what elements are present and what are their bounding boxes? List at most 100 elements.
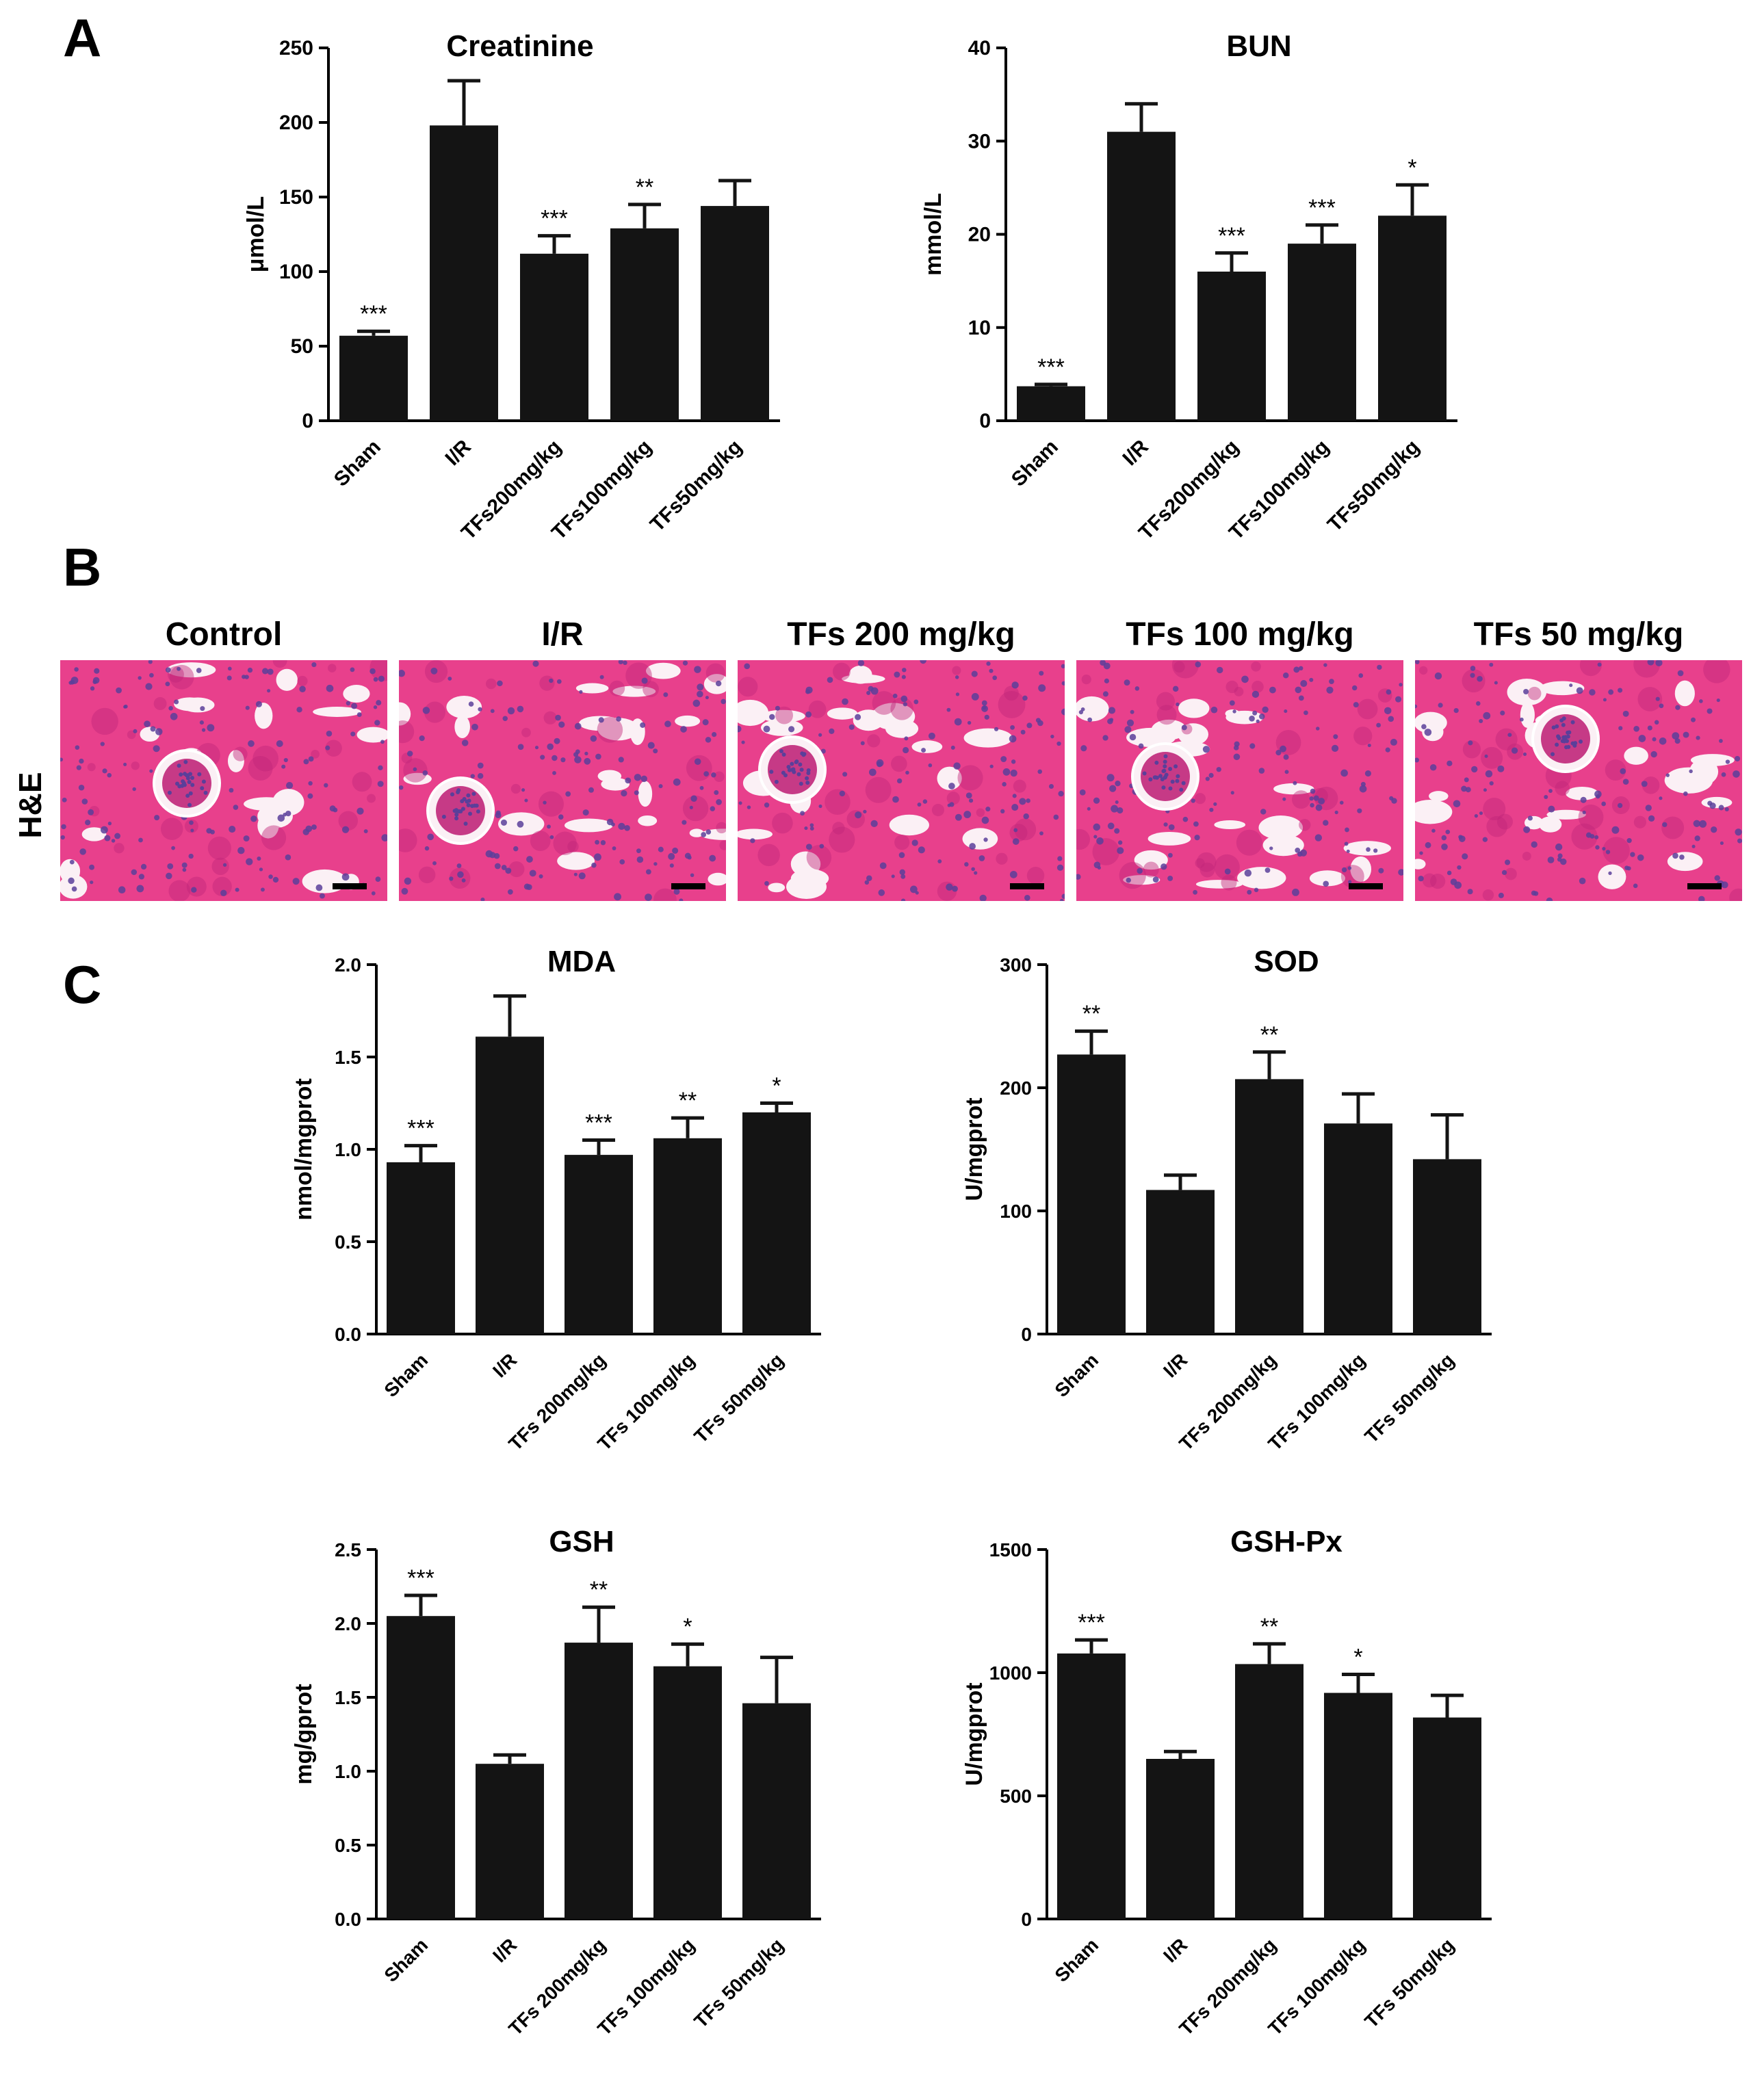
cell-nucleus — [136, 885, 144, 893]
significance-label: ** — [636, 174, 653, 200]
cell-nucleus — [260, 887, 265, 892]
tubule-lumen — [1076, 696, 1109, 722]
histology-image — [738, 660, 1065, 901]
cell-nucleus — [554, 737, 560, 744]
tubule-lumen — [255, 703, 273, 729]
glomerulus-nucleus — [185, 776, 190, 781]
glomerulus-nucleus — [786, 765, 791, 770]
cell-nucleus — [981, 700, 987, 706]
bar — [1324, 1693, 1392, 1919]
cell-nucleus — [1608, 689, 1614, 695]
glomerulus-nucleus — [200, 786, 205, 791]
cell-nucleus — [1315, 804, 1323, 811]
cell-nucleus — [200, 706, 205, 711]
cell-nucleus — [478, 707, 482, 711]
cell-nucleus — [721, 698, 726, 705]
cytoplasm-patch — [131, 761, 140, 770]
glomerulus-nucleus — [463, 822, 468, 826]
cell-nucleus — [356, 712, 362, 718]
cytoplasm-patch — [1495, 728, 1518, 750]
cell-nucleus — [150, 726, 156, 732]
cell-nucleus — [1163, 822, 1168, 827]
cell-nucleus — [1470, 672, 1475, 678]
cell-nucleus — [1464, 777, 1469, 783]
cell-nucleus — [70, 677, 79, 684]
glomerulus-nucleus — [1154, 760, 1159, 765]
cell-nucleus — [1531, 841, 1538, 848]
cell-nucleus — [138, 837, 143, 843]
cytoplasm-patch — [1571, 823, 1598, 850]
cell-nucleus — [1080, 745, 1087, 752]
glomerulus-nucleus — [468, 811, 473, 816]
tubule-lumen — [963, 728, 1013, 748]
cell-nucleus — [1002, 768, 1011, 776]
cell-nucleus — [68, 877, 75, 885]
cell-nucleus — [229, 787, 234, 793]
cell-nucleus — [1617, 688, 1623, 693]
cytoplasm-patch — [211, 857, 229, 876]
cell-nucleus — [229, 825, 236, 833]
glomerulus-nucleus — [454, 808, 458, 813]
cell-nucleus — [898, 852, 905, 859]
x-tick-label: TFs 100mg/kg — [1264, 1934, 1369, 2039]
y-tick-label: 200 — [279, 112, 313, 134]
bar — [1057, 1054, 1126, 1334]
cytoplasm-patch — [1482, 889, 1494, 901]
cell-nucleus — [584, 757, 591, 765]
cytoplasm-patch — [894, 835, 910, 850]
cell-nucleus — [1060, 898, 1064, 901]
cell-nucleus — [149, 769, 153, 773]
glomerulus-nucleus — [185, 794, 190, 798]
cell-nucleus — [891, 874, 895, 878]
cell-nucleus — [1303, 710, 1308, 716]
cytoplasm-patch — [184, 819, 198, 833]
cell-nucleus — [547, 743, 554, 750]
cell-nucleus — [311, 824, 317, 830]
bar — [1146, 1759, 1215, 1919]
cell-nucleus — [1000, 756, 1007, 762]
x-tick-label: TFs 50mg/kg — [1360, 1934, 1458, 2032]
cell-nucleus — [1698, 896, 1705, 901]
bar — [1378, 215, 1447, 421]
cytoplasm-patch — [233, 746, 248, 761]
cell-nucleus — [1735, 755, 1741, 761]
significance-label: ** — [590, 1577, 608, 1603]
cell-nucleus — [1023, 813, 1029, 820]
cell-nucleus — [1569, 683, 1573, 688]
glomerulus-nucleus — [456, 789, 461, 794]
bar — [610, 228, 679, 421]
cell-nucleus — [149, 672, 154, 678]
tissue-background — [1076, 660, 1403, 901]
glomerulus-nucleus — [1173, 764, 1178, 769]
cell-nucleus — [878, 889, 885, 896]
cell-nucleus — [1696, 735, 1700, 740]
cell-nucleus — [636, 848, 641, 854]
x-tick-label: I/R — [489, 1349, 521, 1381]
tubule-lumen — [1415, 859, 1426, 870]
cell-nucleus — [283, 757, 288, 763]
cell-nucleus — [1385, 747, 1390, 753]
cell-nucleus — [351, 703, 358, 709]
cell-nucleus — [1364, 770, 1371, 777]
histology-title: TFs 100 mg/kg — [1126, 616, 1354, 653]
x-tick-label: TFs 100mg/kg — [593, 1934, 699, 2039]
cell-nucleus — [573, 872, 578, 876]
cell-nucleus — [222, 863, 227, 867]
glomerulus-nucleus — [454, 812, 459, 817]
cytoplasm-patch — [775, 706, 794, 724]
y-axis-label: μmol/L — [243, 196, 269, 272]
glomerulus-nucleus — [1148, 777, 1153, 782]
cell-nucleus — [346, 701, 351, 706]
y-tick-label: 0.5 — [335, 1835, 361, 1856]
tubule-lumen — [81, 827, 107, 841]
tubule-lumen — [1539, 816, 1562, 833]
glomerulus-nucleus — [476, 809, 480, 814]
cell-nucleus — [422, 770, 428, 776]
cell-nucleus — [1048, 783, 1054, 789]
cell-nucleus — [928, 732, 935, 740]
tubule-lumen — [1225, 709, 1241, 718]
cell-nucleus — [1282, 672, 1289, 679]
cell-nucleus — [1419, 851, 1423, 855]
